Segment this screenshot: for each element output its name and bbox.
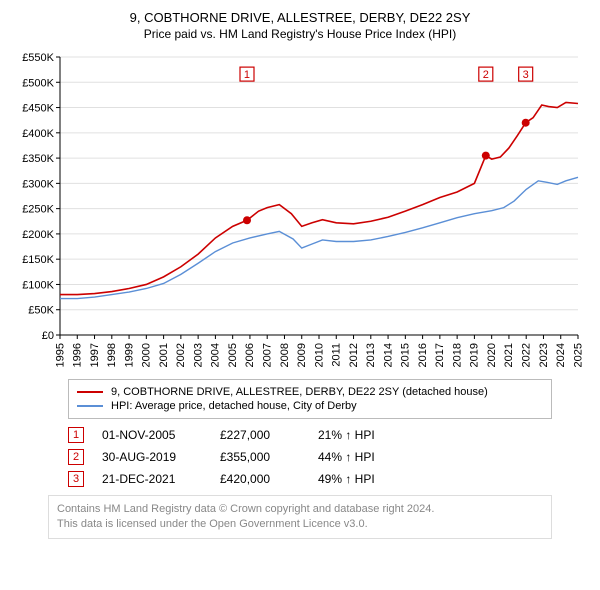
x-tick-label: 2017 bbox=[434, 343, 446, 367]
x-tick-label: 2006 bbox=[244, 343, 256, 367]
x-tick-label: 2009 bbox=[296, 343, 308, 367]
y-tick-label: £250K bbox=[22, 204, 54, 216]
x-tick-label: 2001 bbox=[158, 343, 170, 367]
sale-date: 01-NOV-2005 bbox=[102, 428, 202, 442]
x-tick-label: 2012 bbox=[348, 343, 360, 367]
legend-item: 9, COBTHORNE DRIVE, ALLESTREE, DERBY, DE… bbox=[77, 386, 543, 398]
legend-swatch bbox=[77, 391, 103, 393]
x-tick-label: 1997 bbox=[89, 343, 101, 367]
sale-delta: 49% ↑ HPI bbox=[318, 472, 428, 486]
x-tick-label: 2010 bbox=[313, 343, 325, 367]
sale-date: 21-DEC-2021 bbox=[102, 472, 202, 486]
y-tick-label: £400K bbox=[22, 128, 54, 140]
x-tick-label: 2023 bbox=[538, 343, 550, 367]
sale-row: 1 01-NOV-2005 £227,000 21% ↑ HPI bbox=[68, 427, 552, 443]
sale-dot bbox=[243, 216, 251, 224]
y-tick-label: £500K bbox=[22, 77, 54, 89]
sale-row: 3 21-DEC-2021 £420,000 49% ↑ HPI bbox=[68, 471, 552, 487]
y-tick-label: £450K bbox=[22, 103, 54, 115]
chart-subtitle: Price paid vs. HM Land Registry's House … bbox=[8, 27, 592, 41]
sale-row: 2 30-AUG-2019 £355,000 44% ↑ HPI bbox=[68, 449, 552, 465]
legend-label: 9, COBTHORNE DRIVE, ALLESTREE, DERBY, DE… bbox=[111, 386, 488, 398]
attribution-line: This data is licensed under the Open Gov… bbox=[57, 517, 543, 532]
x-tick-label: 2005 bbox=[227, 343, 239, 367]
sale-marker-number: 3 bbox=[523, 69, 529, 81]
x-tick-label: 2008 bbox=[279, 343, 291, 367]
x-tick-label: 2021 bbox=[503, 343, 515, 367]
x-tick-label: 2022 bbox=[521, 343, 533, 367]
legend-item: HPI: Average price, detached house, City… bbox=[77, 400, 543, 412]
x-tick-label: 2018 bbox=[451, 343, 463, 367]
x-tick-label: 2014 bbox=[382, 343, 394, 367]
sale-dot bbox=[522, 119, 530, 127]
chart-header: 9, COBTHORNE DRIVE, ALLESTREE, DERBY, DE… bbox=[8, 10, 592, 41]
y-tick-label: £200K bbox=[22, 229, 54, 241]
sale-events-table: 1 01-NOV-2005 £227,000 21% ↑ HPI 2 30-AUG-201… bbox=[68, 427, 552, 487]
sale-marker-box: 2 bbox=[68, 449, 84, 465]
x-tick-label: 2016 bbox=[417, 343, 429, 367]
x-tick-label: 1995 bbox=[54, 343, 66, 367]
x-tick-label: 2019 bbox=[469, 343, 481, 367]
y-tick-label: £150K bbox=[22, 254, 54, 266]
x-tick-label: 2007 bbox=[262, 343, 274, 367]
sale-marker-number: 1 bbox=[244, 69, 250, 81]
sale-price: £420,000 bbox=[220, 472, 300, 486]
sale-price: £227,000 bbox=[220, 428, 300, 442]
attribution-line: Contains HM Land Registry data © Crown c… bbox=[57, 502, 543, 517]
x-tick-label: 1999 bbox=[123, 343, 135, 367]
x-tick-label: 2011 bbox=[331, 343, 343, 367]
x-tick-label: 2020 bbox=[486, 343, 498, 367]
legend-label: HPI: Average price, detached house, City… bbox=[111, 400, 357, 412]
sale-price: £355,000 bbox=[220, 450, 300, 464]
x-tick-label: 2024 bbox=[555, 343, 567, 367]
attribution-box: Contains HM Land Registry data © Crown c… bbox=[48, 495, 552, 539]
x-tick-label: 2015 bbox=[400, 343, 412, 367]
x-tick-label: 2003 bbox=[192, 343, 204, 367]
legend-swatch bbox=[77, 405, 103, 407]
sale-date: 30-AUG-2019 bbox=[102, 450, 202, 464]
y-tick-label: £0 bbox=[42, 330, 54, 342]
chart-legend: 9, COBTHORNE DRIVE, ALLESTREE, DERBY, DE… bbox=[68, 379, 552, 419]
chart-title: 9, COBTHORNE DRIVE, ALLESTREE, DERBY, DE… bbox=[8, 10, 592, 25]
y-tick-label: £350K bbox=[22, 153, 54, 165]
x-tick-label: 2000 bbox=[141, 343, 153, 367]
y-tick-label: £50K bbox=[28, 305, 54, 317]
x-tick-label: 2025 bbox=[572, 343, 584, 367]
x-tick-label: 2013 bbox=[365, 343, 377, 367]
x-tick-label: 1996 bbox=[72, 343, 84, 367]
price-chart: £0 £50K £100K £150K £200K £250K £300K £350K £400… bbox=[8, 51, 592, 371]
sale-delta: 44% ↑ HPI bbox=[318, 450, 428, 464]
x-tick-label: 2004 bbox=[210, 343, 222, 367]
sale-marker-box: 1 bbox=[68, 427, 84, 443]
y-tick-label: £550K bbox=[22, 52, 54, 64]
sale-marker-number: 2 bbox=[483, 69, 489, 81]
sale-delta: 21% ↑ HPI bbox=[318, 428, 428, 442]
x-tick-label: 2002 bbox=[175, 343, 187, 367]
sale-marker-box: 3 bbox=[68, 471, 84, 487]
sale-dot bbox=[482, 152, 490, 160]
x-tick-label: 1998 bbox=[106, 343, 118, 367]
y-tick-label: £300K bbox=[22, 178, 54, 190]
y-tick-label: £100K bbox=[22, 279, 54, 291]
